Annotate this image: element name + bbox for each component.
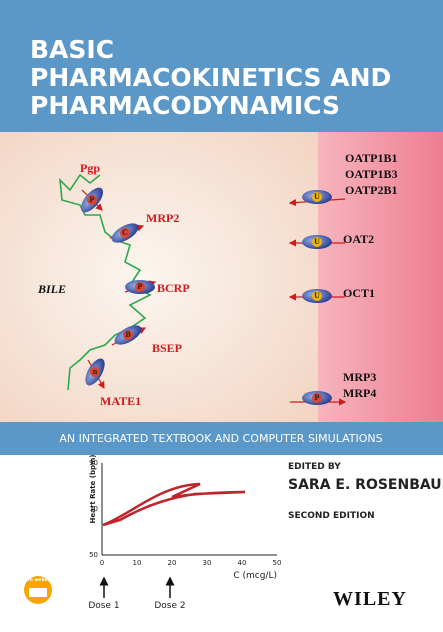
- transporter-letter: B: [125, 330, 131, 339]
- transporter-label: MRP3 MRP4: [343, 370, 376, 400]
- transporter-core: [123, 330, 133, 340]
- publisher: WILEY: [333, 588, 407, 610]
- blood-area: [318, 132, 443, 422]
- transporter-core: [90, 367, 100, 377]
- transporter-letter: P: [138, 282, 143, 291]
- transporter-letter: U: [314, 237, 320, 246]
- transporter-core: [312, 192, 322, 202]
- subtitle-band: [0, 422, 443, 455]
- x-tick-label: 40: [238, 559, 247, 567]
- title-line: PHARMACOKINETICS AND: [30, 63, 391, 92]
- y-tick-label: 50: [89, 551, 98, 559]
- transporter-label: MRP2: [146, 211, 179, 225]
- transporter-core: [120, 228, 130, 238]
- transporter-letter: n: [93, 367, 98, 376]
- lower-area: [0, 455, 443, 632]
- transporter-core: [312, 291, 322, 301]
- x-axis-label: C (mcg/L): [233, 571, 277, 581]
- hysteresis-curve: [102, 482, 246, 527]
- membrane: [58, 173, 152, 391]
- transporter-letter: P: [315, 393, 320, 402]
- transporter-letter: U: [314, 291, 320, 300]
- dose-label: Dose 1: [88, 601, 119, 611]
- edition: SECOND EDITION: [288, 511, 375, 521]
- transporter-letter: C: [122, 228, 128, 237]
- transporter-label: MATE1: [100, 394, 141, 408]
- dose-label: Dose 2: [154, 601, 185, 611]
- transporter-label: OCT1: [343, 286, 375, 300]
- transporter-core: [312, 393, 322, 403]
- editor-label: EDITED BY: [288, 462, 341, 472]
- title-line: PHARMACODYNAMICS: [30, 91, 340, 120]
- title-band: [0, 0, 443, 132]
- transporter-label: OAT2: [343, 232, 374, 246]
- bile-area: [0, 132, 318, 422]
- badge-text: with website: [22, 577, 54, 583]
- y-tick-label: 90: [89, 459, 98, 467]
- x-tick-label: 0: [100, 559, 104, 567]
- badge-icon: [29, 588, 47, 597]
- transporter-core: [312, 237, 322, 247]
- title-line: BASIC: [30, 35, 114, 64]
- transporter-letter: P: [90, 195, 95, 204]
- transporter-letter: U: [314, 192, 320, 201]
- y-axis-label: Heart Rate (bpm): [89, 455, 97, 524]
- editor: SARA E. ROSENBAUM: [288, 477, 443, 493]
- bile-label: BILE: [37, 282, 66, 296]
- transporter-label: BCRP: [157, 281, 190, 295]
- subtitle: AN INTEGRATED TEXTBOOK AND COMPUTER SIMU…: [59, 432, 382, 445]
- transporter-core: [135, 282, 145, 292]
- y-tick-label: 70: [89, 505, 98, 513]
- transporter-label: Pgp: [80, 161, 100, 175]
- transporter-label: OATP1B1 OATP1B3 OATP2B1: [345, 151, 397, 197]
- x-tick-label: 50: [273, 559, 282, 567]
- transporter-core: [87, 195, 97, 205]
- x-tick-label: 10: [133, 559, 142, 567]
- x-tick-label: 30: [203, 559, 212, 567]
- transporter-label: BSEP: [152, 341, 182, 355]
- x-tick-label: 20: [168, 559, 177, 567]
